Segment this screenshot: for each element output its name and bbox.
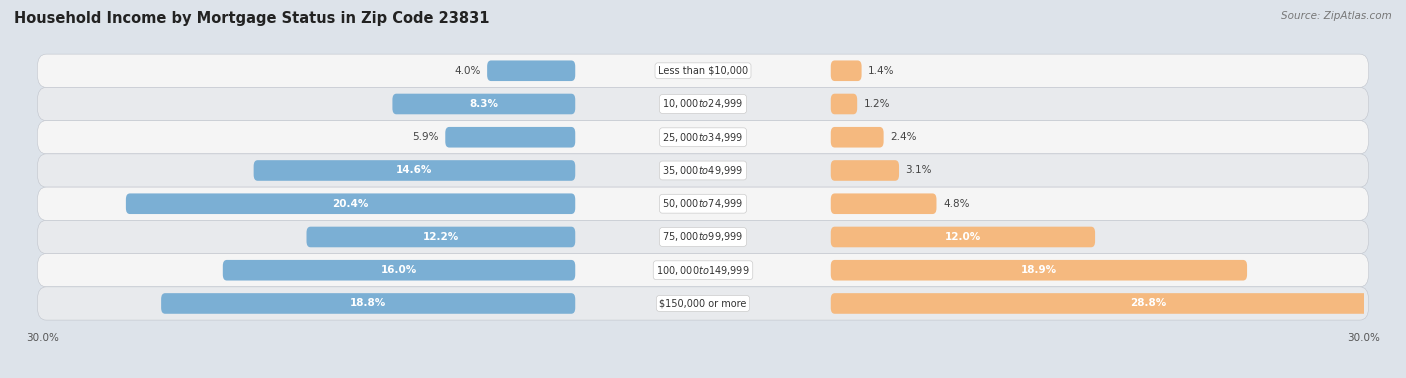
FancyBboxPatch shape <box>38 187 1368 220</box>
Text: 1.2%: 1.2% <box>863 99 890 109</box>
FancyBboxPatch shape <box>831 160 898 181</box>
FancyBboxPatch shape <box>38 121 1368 154</box>
Text: $25,000 to $34,999: $25,000 to $34,999 <box>662 131 744 144</box>
Text: $75,000 to $99,999: $75,000 to $99,999 <box>662 231 744 243</box>
Text: $50,000 to $74,999: $50,000 to $74,999 <box>662 197 744 210</box>
FancyBboxPatch shape <box>38 87 1368 121</box>
Text: 16.0%: 16.0% <box>381 265 418 275</box>
Text: Less than $10,000: Less than $10,000 <box>658 66 748 76</box>
FancyBboxPatch shape <box>446 127 575 147</box>
FancyBboxPatch shape <box>831 194 936 214</box>
Text: 18.9%: 18.9% <box>1021 265 1057 275</box>
Text: 12.2%: 12.2% <box>423 232 458 242</box>
Text: 20.4%: 20.4% <box>332 199 368 209</box>
FancyBboxPatch shape <box>127 194 575 214</box>
Text: $150,000 or more: $150,000 or more <box>659 299 747 308</box>
Text: $10,000 to $24,999: $10,000 to $24,999 <box>662 98 744 110</box>
Text: 5.9%: 5.9% <box>412 132 439 142</box>
Text: 18.8%: 18.8% <box>350 299 387 308</box>
FancyBboxPatch shape <box>38 287 1368 320</box>
Text: 8.3%: 8.3% <box>470 99 498 109</box>
FancyBboxPatch shape <box>831 227 1095 247</box>
Text: Household Income by Mortgage Status in Zip Code 23831: Household Income by Mortgage Status in Z… <box>14 11 489 26</box>
FancyBboxPatch shape <box>38 54 1368 87</box>
FancyBboxPatch shape <box>831 293 1406 314</box>
FancyBboxPatch shape <box>831 260 1247 280</box>
FancyBboxPatch shape <box>831 127 883 147</box>
Text: Source: ZipAtlas.com: Source: ZipAtlas.com <box>1281 11 1392 21</box>
Text: 4.8%: 4.8% <box>943 199 970 209</box>
Text: 3.1%: 3.1% <box>905 166 932 175</box>
FancyBboxPatch shape <box>38 220 1368 254</box>
FancyBboxPatch shape <box>831 94 858 114</box>
Text: 14.6%: 14.6% <box>396 166 433 175</box>
Text: 4.0%: 4.0% <box>454 66 481 76</box>
FancyBboxPatch shape <box>307 227 575 247</box>
Text: 2.4%: 2.4% <box>890 132 917 142</box>
Text: 12.0%: 12.0% <box>945 232 981 242</box>
Text: $35,000 to $49,999: $35,000 to $49,999 <box>662 164 744 177</box>
FancyBboxPatch shape <box>162 293 575 314</box>
FancyBboxPatch shape <box>38 154 1368 187</box>
FancyBboxPatch shape <box>392 94 575 114</box>
FancyBboxPatch shape <box>831 60 862 81</box>
Text: 28.8%: 28.8% <box>1130 299 1166 308</box>
FancyBboxPatch shape <box>38 254 1368 287</box>
FancyBboxPatch shape <box>486 60 575 81</box>
Text: $100,000 to $149,999: $100,000 to $149,999 <box>657 264 749 277</box>
FancyBboxPatch shape <box>222 260 575 280</box>
Text: 1.4%: 1.4% <box>868 66 894 76</box>
FancyBboxPatch shape <box>253 160 575 181</box>
